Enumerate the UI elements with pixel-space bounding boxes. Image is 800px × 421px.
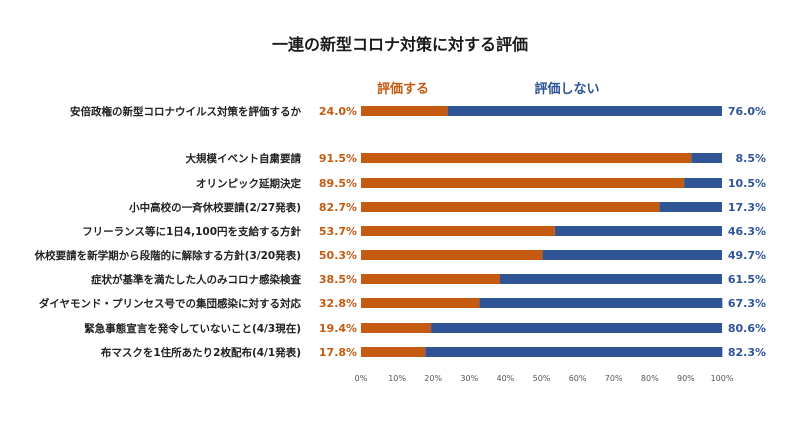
- bar-row: 安倍政権の新型コロナウイルス対策を評価するか 24.0% 76.0%: [70, 105, 766, 118]
- bar-evaluate: [361, 298, 480, 308]
- bar-row: 布マスクを1住所あたり2枚配布(4/1発表) 17.8% 82.3%: [101, 346, 766, 359]
- bar-not-evaluate: [479, 298, 723, 308]
- x-tick-label: 20%: [424, 374, 442, 383]
- bar-rows: 安倍政権の新型コロナウイルス対策を評価するか 24.0% 76.0% 大規模イベント自…: [34, 105, 766, 359]
- data-label-not-evaluate: 80.6%: [728, 322, 766, 335]
- bar-evaluate: [361, 274, 500, 284]
- legend-evaluate: 評価する: [377, 81, 429, 97]
- data-label-not-evaluate: 46.3%: [728, 225, 766, 238]
- bar-row: 休校要請を新学期から段階的に解除する方針(3/20発表) 50.3% 49.7%: [34, 249, 766, 262]
- bar-not-evaluate: [691, 153, 722, 163]
- bar-not-evaluate: [431, 323, 722, 333]
- data-label-evaluate: 17.8%: [319, 346, 357, 359]
- chart-title: 一連の新型コロナ対策に対する評価: [272, 35, 528, 54]
- category-label: 安倍政権の新型コロナウイルス対策を評価するか: [70, 105, 301, 118]
- x-axis: 0% 10% 20% 30% 40% 50% 60% 70% 80% 90% 100%: [355, 374, 734, 383]
- data-label-not-evaluate: 82.3%: [728, 346, 766, 359]
- bar-not-evaluate: [425, 347, 723, 357]
- data-label-not-evaluate: 67.3%: [728, 297, 766, 310]
- bar-row: ダイヤモンド・プリンセス号での集団感染に対する対応 32.8% 67.3%: [39, 297, 766, 310]
- category-label: 布マスクを1住所あたり2枚配布(4/1発表): [101, 346, 301, 359]
- data-label-not-evaluate: 10.5%: [728, 177, 766, 190]
- x-tick-label: 30%: [460, 374, 478, 383]
- category-label: オリンピック延期決定: [196, 177, 301, 190]
- x-tick-label: 0%: [355, 374, 368, 383]
- category-label: 緊急事態宣言を発令していないこと(4/3現在): [84, 322, 301, 335]
- bar-not-evaluate: [659, 202, 722, 212]
- x-tick-label: 90%: [677, 374, 695, 383]
- x-tick-label: 60%: [569, 374, 587, 383]
- bar-row: 症状が基準を満たした人のみコロナ感染検査 38.5% 61.5%: [91, 273, 766, 286]
- bar-evaluate: [361, 178, 685, 188]
- bar-evaluate: [361, 250, 543, 260]
- category-label: 休校要請を新学期から段階的に解除する方針(3/20発表): [34, 249, 301, 262]
- data-label-evaluate: 53.7%: [319, 225, 357, 238]
- data-label-not-evaluate: 49.7%: [728, 249, 766, 262]
- bar-not-evaluate: [542, 250, 722, 260]
- data-label-not-evaluate: 8.5%: [735, 152, 766, 165]
- bar-evaluate: [361, 106, 448, 116]
- x-tick-label: 10%: [388, 374, 406, 383]
- data-label-evaluate: 82.7%: [319, 201, 357, 214]
- data-label-evaluate: 89.5%: [319, 177, 357, 190]
- category-label: 症状が基準を満たした人のみコロナ感染検査: [91, 273, 301, 286]
- x-tick-label: 70%: [605, 374, 623, 383]
- data-label-evaluate: 19.4%: [319, 322, 357, 335]
- bar-not-evaluate: [554, 226, 722, 236]
- data-label-evaluate: 32.8%: [319, 297, 357, 310]
- data-label-not-evaluate: 17.3%: [728, 201, 766, 214]
- data-label-evaluate: 91.5%: [319, 152, 357, 165]
- data-label-evaluate: 24.0%: [319, 105, 357, 118]
- category-label: フリーランス等に1日4,100円を支給する方針: [82, 225, 301, 238]
- bar-not-evaluate: [684, 178, 722, 188]
- bar-evaluate: [361, 153, 692, 163]
- bar-row: 緊急事態宣言を発令していないこと(4/3現在) 19.4% 80.6%: [84, 322, 766, 335]
- category-label: 小中高校の一斉休校要請(2/27発表): [128, 201, 301, 214]
- bar-row: オリンピック延期決定 89.5% 10.5%: [196, 177, 766, 190]
- bar-evaluate: [361, 323, 432, 333]
- bar-evaluate: [361, 202, 660, 212]
- bar-not-evaluate: [447, 106, 722, 116]
- x-tick-label: 80%: [641, 374, 659, 383]
- bar-row: 小中高校の一斉休校要請(2/27発表) 82.7% 17.3%: [128, 201, 766, 214]
- bar-evaluate: [361, 347, 426, 357]
- data-label-not-evaluate: 61.5%: [728, 273, 766, 286]
- data-label-evaluate: 38.5%: [319, 273, 357, 286]
- x-tick-label: 100%: [711, 374, 734, 383]
- data-label-not-evaluate: 76.0%: [728, 105, 766, 118]
- legend-not-evaluate: 評価しない: [534, 81, 599, 97]
- bar-not-evaluate: [499, 274, 722, 284]
- bar-row: 大規模イベント自粛要請 91.5% 8.5%: [186, 152, 767, 165]
- bar-row: フリーランス等に1日4,100円を支給する方針 53.7% 46.3%: [82, 225, 766, 238]
- category-label: 大規模イベント自粛要請: [186, 152, 302, 165]
- category-label: ダイヤモンド・プリンセス号での集団感染に対する対応: [39, 297, 302, 310]
- x-tick-label: 40%: [497, 374, 515, 383]
- x-tick-label: 50%: [533, 374, 551, 383]
- data-label-evaluate: 50.3%: [319, 249, 357, 262]
- bar-evaluate: [361, 226, 555, 236]
